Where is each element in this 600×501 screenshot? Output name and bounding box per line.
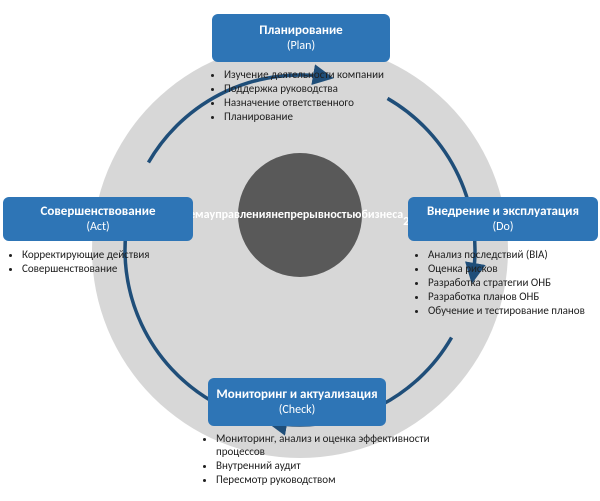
box-check-sub: (Check) <box>216 403 377 417</box>
bullets-act: Корректирующие действияСовершенствование <box>6 248 206 276</box>
box-act-sub: (Act) <box>40 220 155 234</box>
bullets-check: Мониторинг, анализ и оценка эффективност… <box>200 432 430 487</box>
box-check: Мониторинг и актуализация(Check) <box>208 378 386 426</box>
box-plan-sub: (Plan) <box>259 39 342 53</box>
bullet-item: Корректирующие действия <box>22 248 206 261</box>
bullet-item: Совершенствование <box>22 262 206 275</box>
box-act-title: Совершенствование <box>40 204 155 220</box>
box-do: Внедрение и эксплуатация(Do) <box>408 197 598 241</box>
bullet-item: Анализ последствий (BIA) <box>428 248 600 261</box>
box-do-title: Внедрение и эксплуатация <box>427 204 579 220</box>
bullet-item: Изучение деятельности компании <box>224 68 468 81</box>
box-act: Совершенствование(Act) <box>3 197 193 241</box>
bullet-item: Планирование <box>224 110 468 123</box>
bullet-item: Разработка стратегии ОНБ <box>428 276 600 289</box>
bullet-item: Назначение ответственного <box>224 96 468 109</box>
box-do-sub: (Do) <box>427 220 579 234</box>
box-plan-title: Планирование <box>259 23 342 39</box>
bullet-item: Обучение и тестирование планов <box>428 304 600 317</box>
arrow-segment-3 <box>125 220 213 402</box>
bullet-item: Разработка планов ОНБ <box>428 290 600 303</box>
bullet-item: Поддержка руководства <box>224 82 468 95</box>
bullet-item: Внутренний аудит <box>216 459 430 472</box>
bullet-item: Пересмотр руководством <box>216 473 430 486</box>
bullets-do: Анализ последствий (BIA)Оценка рисковРаз… <box>412 248 600 318</box>
box-check-title: Мониторинг и актуализация <box>216 387 377 403</box>
bullet-item: Оценка рисков <box>428 262 600 275</box>
bullet-item: Мониторинг, анализ и оценка эффективност… <box>216 432 430 458</box>
center-hub: СистемауправлениянепрерывностьюбизнесаIS… <box>238 153 362 277</box>
bullets-plan: Изучение деятельности компанииПоддержка … <box>208 68 468 124</box>
box-plan: Планирование(Plan) <box>212 14 390 62</box>
